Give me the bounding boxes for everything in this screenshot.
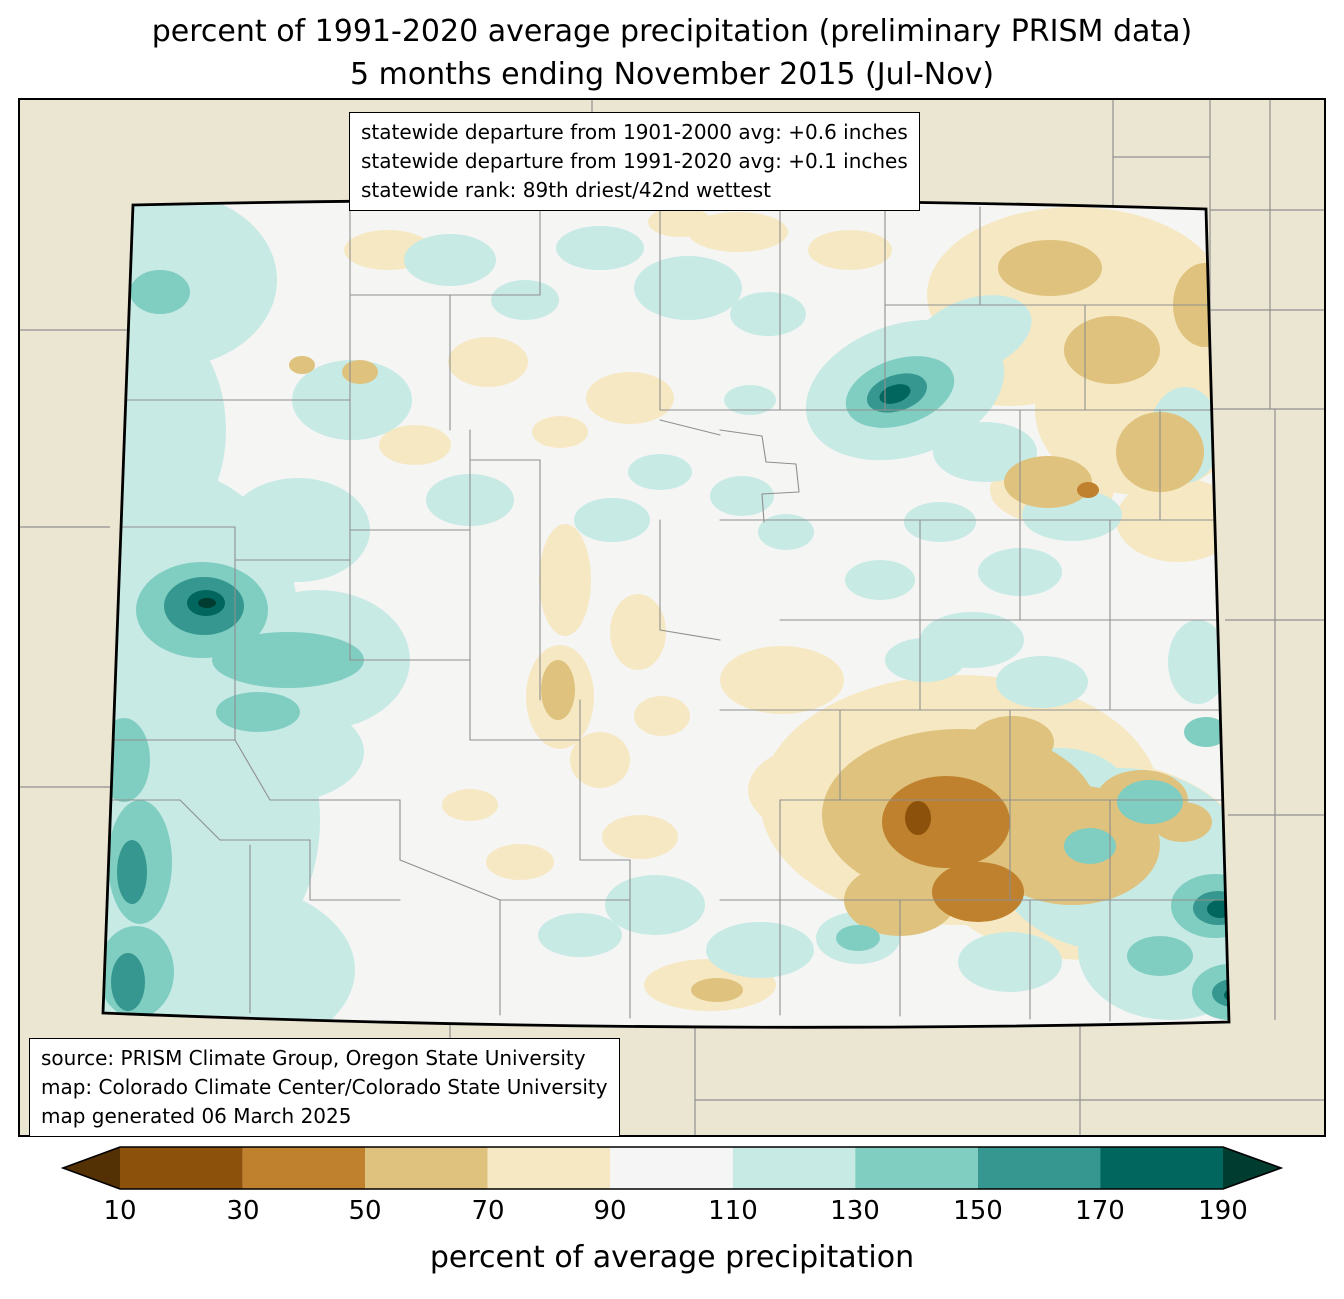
statewide-stats-box: statewide departure from 1901-2000 avg: … [349, 112, 920, 211]
colorbar-tick: 50 [348, 1196, 382, 1226]
colorbar-outline [60, 1146, 1284, 1190]
colorbar-arrow-low [63, 1147, 120, 1189]
colorbar-tick: 90 [593, 1196, 627, 1226]
generated-date-line: map generated 06 March 2025 [41, 1104, 352, 1128]
map-frame: statewide departure from 1901-2000 avg: … [18, 98, 1326, 1137]
stat-departure-1901: statewide departure from 1901-2000 avg: … [361, 120, 908, 144]
stat-rank: statewide rank: 89th driest/42nd wettest [361, 178, 771, 202]
colorbar-tick: 150 [953, 1196, 1003, 1226]
colorbar-segment [365, 1147, 488, 1189]
colorbar-tick: 190 [1198, 1196, 1248, 1226]
dry-anomaly-cores [289, 240, 1229, 1002]
map-title: percent of 1991-2020 average precipitati… [0, 10, 1344, 96]
colorbar-tick: 30 [226, 1196, 260, 1226]
colorbar-segment [1100, 1147, 1223, 1189]
source-box: source: PRISM Climate Group, Oregon Stat… [29, 1038, 620, 1137]
title-line-2: 5 months ending November 2015 (Jul-Nov) [349, 57, 995, 92]
colorbar-tick: 110 [708, 1196, 758, 1226]
title-line-1: percent of 1991-2020 average precipitati… [151, 14, 1193, 49]
colorbar-arrow-high [1223, 1147, 1281, 1189]
source-line: source: PRISM Climate Group, Oregon Stat… [41, 1046, 586, 1070]
colorbar-tick: 10 [103, 1196, 137, 1226]
county-boundaries [103, 206, 1225, 1022]
colorbar-label: percent of average precipitation [429, 1240, 915, 1275]
colorbar-tick: 130 [830, 1196, 880, 1226]
colorbar-segment [610, 1147, 733, 1189]
colorbar-ticks: 10 30 50 70 90 110 130 150 170 190 [0, 1196, 1344, 1228]
precipitation-shading [103, 199, 1229, 1028]
colorbar-segment [855, 1147, 978, 1189]
colorbar-tick: 170 [1075, 1196, 1125, 1226]
colorbar-tick: 70 [471, 1196, 505, 1226]
colorbar [60, 1146, 1284, 1190]
colorbar-segment [977, 1147, 1101, 1189]
stat-departure-1991: statewide departure from 1991-2020 avg: … [361, 149, 908, 173]
map-credit-line: map: Colorado Climate Center/Colorado St… [41, 1075, 608, 1099]
colorbar-segment [732, 1147, 856, 1189]
neighboring-state-lines [20, 100, 1324, 1135]
colorbar-segment [242, 1147, 366, 1189]
colorbar-segment [487, 1147, 611, 1189]
colorbar-segment [120, 1147, 243, 1189]
colorado-precipitation-map [20, 100, 1324, 1135]
